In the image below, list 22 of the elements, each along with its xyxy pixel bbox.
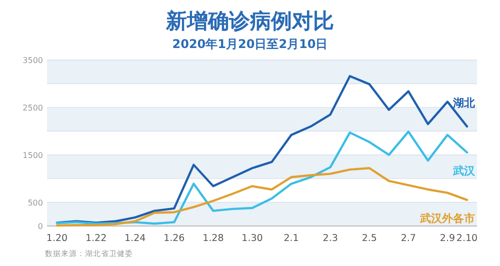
y-tick-label: 1500 bbox=[22, 150, 43, 160]
series-label: 武汉外各市 bbox=[419, 212, 475, 225]
x-tick-label: 2.9 bbox=[440, 233, 456, 244]
x-tick-label: 2.7 bbox=[400, 233, 416, 244]
x-tick-label: 2.3 bbox=[322, 233, 338, 244]
x-tick-label: 1.20 bbox=[46, 233, 68, 244]
y-tick-label: 3500 bbox=[22, 56, 43, 65]
series-label: 湖北 bbox=[452, 96, 476, 110]
x-tick-label: 1.30 bbox=[242, 233, 263, 244]
x-tick-label: 1.28 bbox=[202, 233, 224, 244]
series-label: 武汉 bbox=[452, 164, 476, 178]
chart-title: 新增确诊病例对比 bbox=[165, 9, 334, 33]
x-tick-label: 1.24 bbox=[124, 233, 146, 244]
x-tick-label: 1.26 bbox=[164, 233, 185, 244]
y-tick-label: 0 bbox=[38, 222, 43, 231]
x-tick-label: 2.5 bbox=[362, 233, 377, 244]
y-tick-label: 500 bbox=[28, 198, 43, 208]
y-tick-label: 2500 bbox=[22, 103, 43, 112]
chart-subtitle: 2020年1月20日至2月10日 bbox=[172, 37, 328, 51]
x-tick-label: 1.22 bbox=[85, 233, 107, 244]
x-tick-label: 2.1 bbox=[284, 233, 299, 244]
x-tick-label: 2.10 bbox=[456, 233, 478, 244]
